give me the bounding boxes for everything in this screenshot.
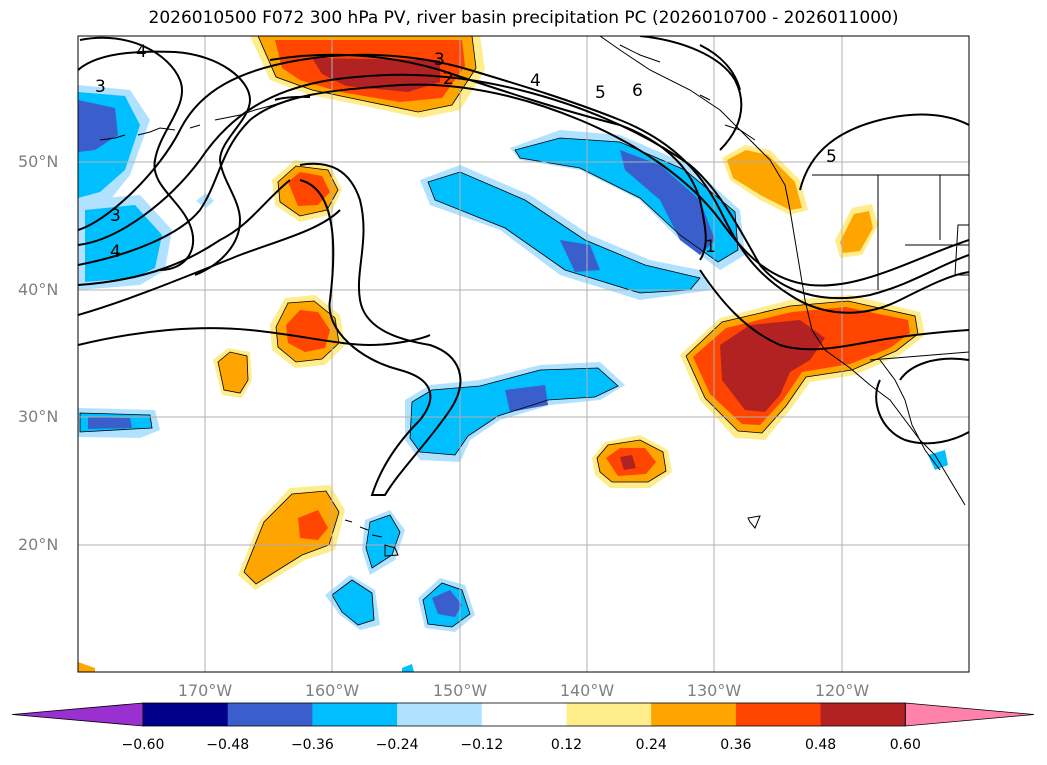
pv-label: 4 bbox=[530, 71, 541, 91]
colorbar-tick-label: −0.36 bbox=[290, 737, 334, 753]
map-frame bbox=[77, 35, 970, 673]
pv-label: 5 bbox=[826, 147, 837, 167]
pv-label: 3 bbox=[95, 77, 106, 97]
colorbar-segment bbox=[481, 703, 567, 726]
colorbar-segment bbox=[566, 703, 652, 726]
lat-label: 50°N bbox=[18, 152, 59, 171]
lat-label: 30°N bbox=[18, 407, 59, 426]
pv-contours bbox=[78, 36, 969, 496]
lat-label: 40°N bbox=[18, 280, 59, 299]
pv-label: 4 bbox=[110, 242, 121, 262]
colorbar-segment bbox=[735, 703, 822, 726]
pv-label: 6 bbox=[632, 81, 643, 101]
colorbar-tick-label: 0.12 bbox=[550, 737, 583, 753]
map-title: 2026010500 F072 300 hPa PV, river basin … bbox=[148, 8, 899, 28]
colorbar-segment bbox=[651, 703, 737, 726]
lon-label: 170°W bbox=[177, 681, 233, 700]
colorbar-tick-label: 0.60 bbox=[889, 737, 921, 753]
colorbar-tick-label: 0.48 bbox=[805, 737, 837, 753]
lon-label: 120°W bbox=[814, 681, 870, 700]
colorbar-segment bbox=[820, 703, 906, 726]
pv-label: 1 bbox=[705, 237, 716, 257]
pv-label: 4 bbox=[136, 42, 147, 62]
colorbar-tick-label: −0.60 bbox=[121, 737, 165, 753]
colorbar-segment bbox=[143, 703, 229, 726]
pv-label: 3 bbox=[110, 206, 121, 226]
colorbar-tick-label: −0.24 bbox=[375, 737, 419, 753]
colorbar-frame bbox=[142, 702, 906, 727]
colorbar-segment bbox=[312, 703, 398, 726]
colorbar-extend-high bbox=[904, 702, 1035, 727]
colorbar-extend-low bbox=[11, 702, 144, 727]
lon-label: 160°W bbox=[304, 681, 360, 700]
lon-label: 140°W bbox=[559, 681, 615, 700]
colorbar-tick-label: −0.12 bbox=[460, 737, 504, 753]
colorbar-segment bbox=[227, 703, 313, 726]
colorbar-segment bbox=[397, 703, 483, 726]
pv-label: 5 bbox=[595, 83, 606, 103]
pv-contour-labels: 4 3 3 4 3 2 4 5 6 5 1 bbox=[95, 42, 837, 262]
lon-label: 130°W bbox=[686, 681, 742, 700]
colorbar-tick-label: −0.48 bbox=[206, 737, 250, 753]
shading-outline-contours bbox=[79, 36, 919, 628]
lat-label: 20°N bbox=[18, 535, 59, 554]
lon-label: 150°W bbox=[432, 681, 488, 700]
graticule bbox=[78, 36, 969, 672]
colorbar-tick-label: 0.24 bbox=[635, 737, 667, 753]
colorbar-tick-label: 0.36 bbox=[720, 737, 752, 753]
colorbar bbox=[11, 702, 1035, 727]
coastlines bbox=[99, 36, 969, 557]
pv-label: 2 bbox=[443, 69, 454, 89]
pv-label: 3 bbox=[434, 50, 445, 70]
